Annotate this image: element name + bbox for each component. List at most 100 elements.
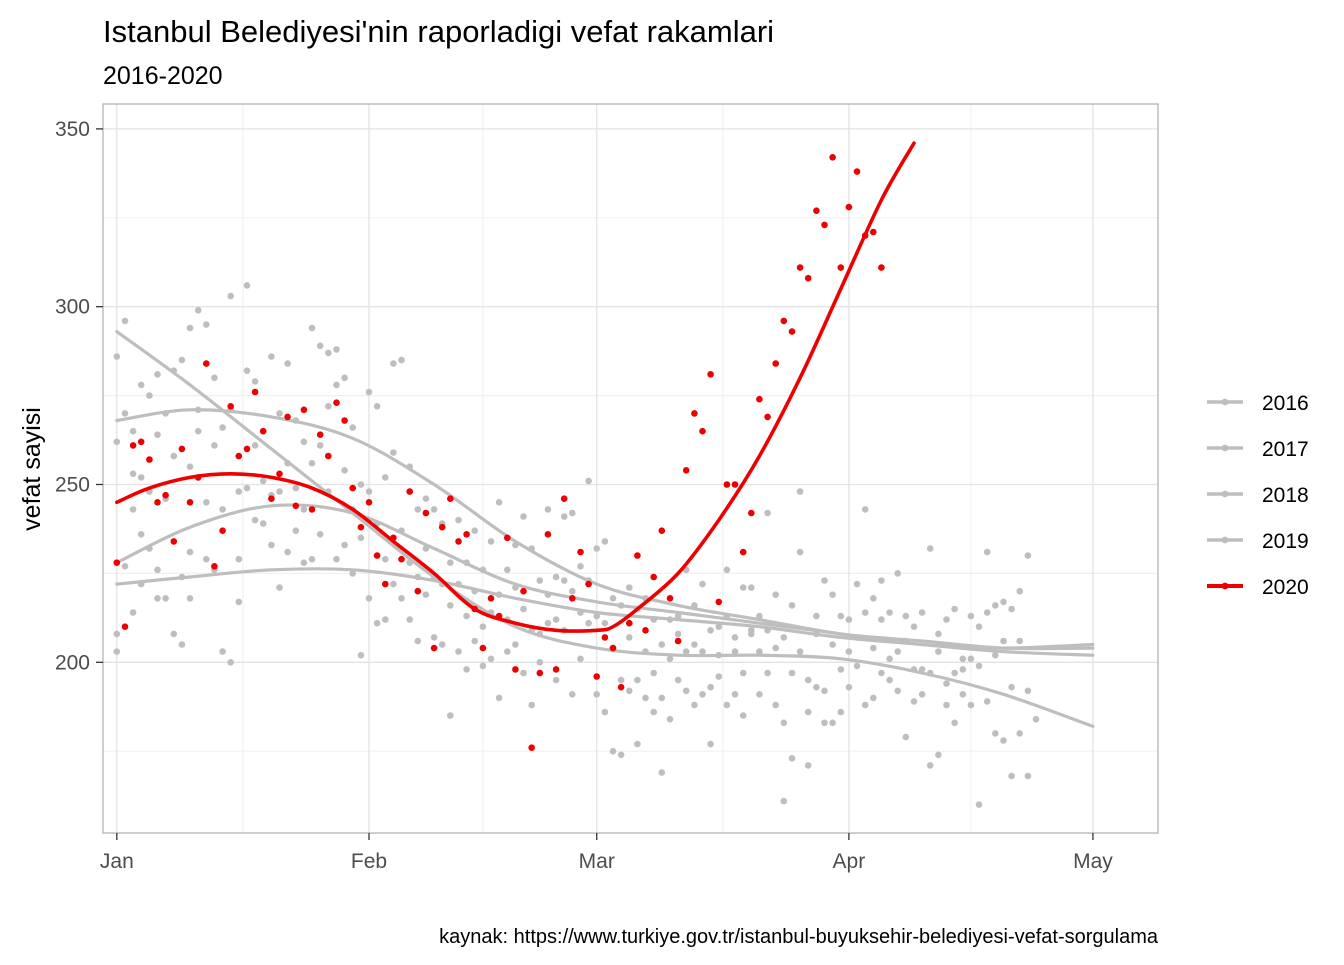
background-point xyxy=(308,459,316,467)
background-point xyxy=(870,694,877,702)
background-point xyxy=(259,520,267,527)
background-point xyxy=(129,609,137,616)
background-point xyxy=(487,538,495,545)
background-point xyxy=(1016,637,1023,645)
background-point xyxy=(691,701,698,709)
y-tick-label: 300 xyxy=(55,296,90,319)
background-point xyxy=(552,676,560,684)
series-2020-point xyxy=(829,154,836,161)
x-tick-label: Feb xyxy=(351,850,387,873)
background-point xyxy=(1024,772,1032,780)
background-point xyxy=(219,424,226,431)
background-point xyxy=(194,307,202,314)
background-point xyxy=(951,605,958,613)
background-point xyxy=(243,367,251,375)
background-point xyxy=(780,797,788,805)
background-point xyxy=(129,506,137,513)
series-2020-point xyxy=(585,580,592,588)
background-point xyxy=(520,669,527,677)
background-point xyxy=(341,467,348,474)
series-2020-point xyxy=(658,527,666,534)
background-point xyxy=(634,676,641,684)
background-point xyxy=(113,438,121,446)
series-2020-point xyxy=(504,534,511,542)
background-point xyxy=(414,506,422,513)
series-2020-point xyxy=(528,744,535,751)
background-point xyxy=(325,403,332,410)
background-point xyxy=(992,602,999,609)
background-point xyxy=(878,669,885,677)
background-point xyxy=(552,573,560,581)
legend: 2016 2017 2018 2019 2020 xyxy=(1207,392,1309,599)
background-point xyxy=(861,701,869,709)
background-point xyxy=(276,410,283,417)
y-tick-label: 200 xyxy=(55,651,90,674)
series-2020-point xyxy=(349,484,357,492)
series-2020-point xyxy=(284,413,291,421)
background-point xyxy=(943,680,950,687)
background-point xyxy=(935,630,942,638)
series-2020-point xyxy=(577,548,584,556)
background-point xyxy=(569,587,576,595)
series-2020-point xyxy=(764,413,771,421)
series-2020-point xyxy=(211,563,218,570)
background-point xyxy=(699,691,706,698)
background-point xyxy=(203,555,210,563)
series-2020-point xyxy=(382,580,389,588)
background-point xyxy=(251,442,259,449)
background-point xyxy=(251,378,259,385)
background-point xyxy=(804,762,812,769)
background-point xyxy=(137,474,145,481)
background-point xyxy=(471,637,479,645)
series-2020-point xyxy=(748,509,755,517)
series-2020-point xyxy=(333,399,340,407)
background-point xyxy=(780,634,788,641)
series-2020-point xyxy=(544,531,552,538)
background-point xyxy=(1008,683,1015,691)
background-point xyxy=(894,687,901,695)
series-2020-point xyxy=(634,552,641,559)
background-point xyxy=(813,612,820,620)
background-point xyxy=(495,499,503,506)
series-2020-point xyxy=(341,417,348,424)
background-point xyxy=(601,619,609,627)
series-2020-point xyxy=(430,644,438,652)
background-point xyxy=(243,484,251,492)
series-2020-point xyxy=(650,573,657,581)
background-point xyxy=(341,541,348,549)
background-point xyxy=(520,605,527,613)
background-point xyxy=(1000,598,1007,606)
background-point xyxy=(357,651,365,659)
background-point xyxy=(821,687,828,695)
background-point xyxy=(235,555,243,563)
background-point xyxy=(121,410,129,417)
series-2020-point xyxy=(845,203,853,211)
series-2020-point xyxy=(609,644,617,652)
background-point xyxy=(870,595,877,602)
series-2020-point xyxy=(821,221,828,229)
background-point xyxy=(1032,715,1040,723)
series-2020-line xyxy=(115,141,916,633)
background-point xyxy=(626,634,633,641)
background-point xyxy=(845,683,853,691)
background-point xyxy=(682,687,690,695)
series-2020-point xyxy=(804,274,812,282)
plot-area xyxy=(102,103,1159,834)
series-2020-point xyxy=(308,506,316,513)
background-point xyxy=(333,346,340,353)
series-2020-point xyxy=(512,666,519,673)
series-2017-line xyxy=(115,330,1095,728)
background-point xyxy=(203,321,210,328)
background-point xyxy=(268,541,275,549)
background-point xyxy=(154,595,161,602)
background-point xyxy=(447,559,454,566)
background-point xyxy=(617,676,625,684)
background-point xyxy=(715,673,723,680)
background-point xyxy=(162,595,169,602)
series-2019-line xyxy=(115,503,1095,650)
series-2020-point xyxy=(227,403,234,410)
series-2020-point xyxy=(129,442,137,449)
series-2020-point xyxy=(617,683,625,691)
background-point xyxy=(943,701,950,709)
